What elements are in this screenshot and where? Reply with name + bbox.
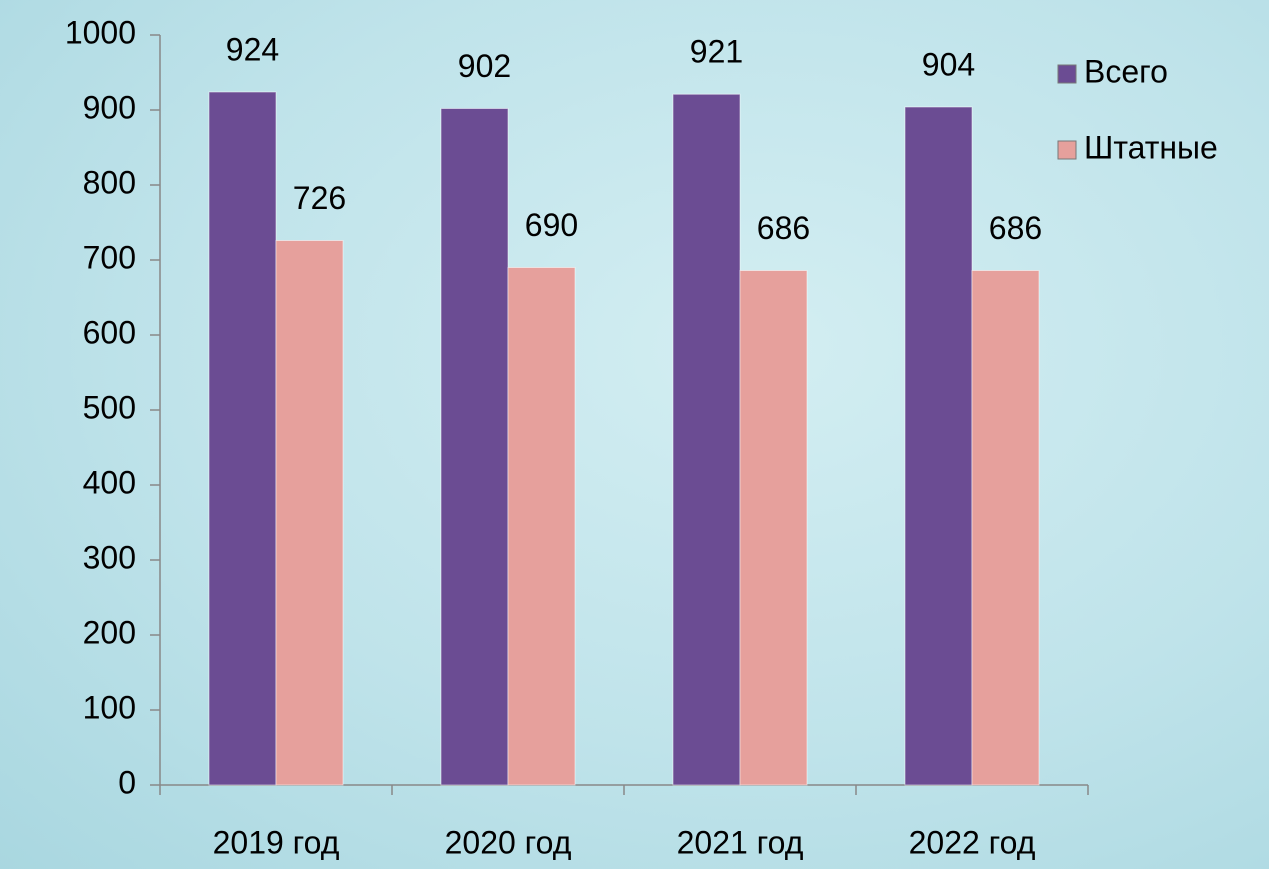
y-tick-label: 800 bbox=[83, 164, 136, 200]
x-tick-label: 2022 год bbox=[909, 824, 1036, 860]
legend-swatch bbox=[1057, 64, 1077, 84]
bar bbox=[507, 267, 576, 786]
y-tick-label: 400 bbox=[83, 464, 136, 500]
bar bbox=[440, 108, 509, 786]
data-label: 690 bbox=[525, 207, 578, 243]
bar bbox=[208, 91, 277, 786]
y-tick-label: 900 bbox=[83, 89, 136, 125]
y-tick-label: 700 bbox=[83, 239, 136, 275]
y-tick-label: 300 bbox=[83, 539, 136, 575]
bar bbox=[275, 240, 344, 786]
x-tick-label: 2019 год bbox=[213, 824, 340, 860]
data-label: 921 bbox=[690, 34, 743, 70]
data-label: 726 bbox=[293, 180, 346, 216]
bar bbox=[971, 270, 1040, 786]
y-tick-label: 200 bbox=[83, 614, 136, 650]
y-tick-label: 0 bbox=[118, 764, 136, 800]
bar bbox=[904, 106, 973, 786]
bar bbox=[672, 93, 741, 786]
y-tick-label: 100 bbox=[83, 689, 136, 725]
data-label: 686 bbox=[989, 210, 1042, 246]
x-tick-label: 2021 год bbox=[677, 824, 804, 860]
legend-swatch bbox=[1057, 140, 1077, 160]
y-tick-label: 500 bbox=[83, 389, 136, 425]
data-label: 904 bbox=[922, 46, 975, 82]
legend-label: Всего bbox=[1084, 53, 1168, 89]
data-label: 924 bbox=[226, 31, 279, 67]
x-tick-label: 2020 год bbox=[445, 824, 572, 860]
y-tick-label: 1000 bbox=[65, 14, 136, 50]
y-tick-label: 600 bbox=[83, 314, 136, 350]
data-label: 686 bbox=[757, 210, 810, 246]
bar bbox=[739, 270, 808, 786]
legend-label: Штатные bbox=[1084, 129, 1218, 165]
data-label: 902 bbox=[458, 48, 511, 84]
